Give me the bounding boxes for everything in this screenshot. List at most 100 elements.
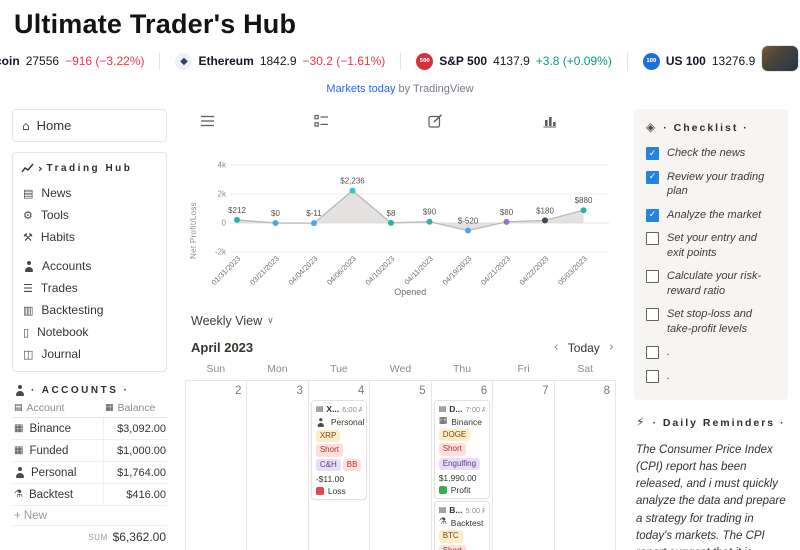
sum-label: SUM — [88, 532, 108, 542]
unchecked-checkbox[interactable] — [646, 346, 659, 360]
ticker-change: −30.2 (−1.61%) — [302, 54, 386, 68]
calendar-event[interactable]: ▤X...6:00 AM Personal XRPShortC&HBB-$11.00… — [310, 400, 368, 501]
ticker-price: 4137.9 — [493, 54, 530, 68]
ticker-item[interactable]: BBitcoin27556−916 (−3.22%) — [0, 53, 159, 70]
event-amount: $1,990.00 — [438, 472, 477, 483]
calendar-event[interactable]: ▤B...5:00 PM⚗BacktestBTCShortOrder Flow$… — [433, 501, 491, 550]
unchecked-checkbox[interactable] — [646, 308, 659, 322]
filter-button[interactable] — [307, 111, 335, 133]
calendar-cell[interactable]: 5 — [370, 381, 432, 550]
day-header: Fri — [517, 363, 530, 375]
checklist-item[interactable]: ✓ Review your trading plan — [646, 170, 776, 199]
sidebar-item-news[interactable]: ▤ News — [21, 182, 158, 204]
checked-checkbox[interactable]: ✓ — [646, 170, 659, 184]
backtesting-icon: ▥ — [23, 303, 34, 317]
calendar-cell[interactable]: 4 ▤X...6:00 AM Personal XRPShortC&HBB-$11.0… — [309, 381, 371, 550]
markets-today-link[interactable]: Markets today — [326, 83, 396, 95]
sidebar-item-notebook[interactable]: ▯ Notebook — [21, 321, 158, 343]
svg-text:$212: $212 — [228, 206, 246, 215]
calendar-date: 6 — [480, 385, 488, 397]
calendar-today-button[interactable]: Today — [567, 340, 600, 355]
calendar-cell[interactable]: 6 ▤D...7:00 AM▦BinanceDOGEShortEngulfing$… — [432, 381, 494, 550]
column-header-balance: ▦ Balance — [103, 402, 167, 414]
event-doc-icon: ▤ — [438, 505, 447, 515]
column-label: Balance — [117, 402, 156, 414]
calendar-date: 5 — [419, 385, 426, 397]
calendar-month-label: April 2023 — [191, 340, 254, 355]
view-selector[interactable]: Weekly View ∨ — [191, 310, 616, 332]
event-title: B... — [449, 505, 463, 516]
unchecked-checkbox[interactable] — [646, 232, 659, 246]
right-sidebar: ◈ · Checklist · ✓ Check the news ✓ Review y… — [634, 109, 788, 550]
add-account-button[interactable]: + New — [12, 506, 167, 526]
checklist-card: ◈ · Checklist · ✓ Check the news ✓ Review y… — [634, 109, 788, 401]
calendar-cell[interactable]: 7 — [493, 381, 555, 550]
bar-chart-button[interactable] — [536, 111, 564, 133]
sidebar-item-habits[interactable]: ⚒ Habits — [21, 226, 158, 248]
ticker-item[interactable]: 500 S&P 500 4137.9 +3.8 (+0.09%) — [400, 52, 627, 70]
table-row[interactable]: ▦ Binance $3,092.00 — [12, 418, 167, 440]
event-time: 5:00 PM — [465, 505, 486, 515]
svg-text:04/06/2023: 04/06/2023 — [325, 254, 358, 287]
checklist-label: Set your entry and exit points — [667, 232, 757, 259]
chevron-down-icon: ∨ — [267, 316, 274, 326]
checklist-items: ✓ Check the news ✓ Review your trading plan… — [646, 146, 776, 383]
avatar[interactable] — [762, 46, 798, 71]
sidebar-item-accounts[interactable]: Accounts — [21, 255, 158, 277]
table-row[interactable]: Personal $1,764.00 — [12, 462, 167, 484]
sidebar-item-journal[interactable]: ◫ Journal — [21, 343, 158, 365]
svg-text:$-11: $-11 — [306, 209, 322, 218]
calendar-cell[interactable]: 3 — [247, 381, 309, 550]
svg-text:$880: $880 — [575, 196, 593, 205]
reminders-icon: ⚡ — [636, 415, 647, 430]
compose-button[interactable] — [422, 111, 450, 133]
person-icon — [14, 467, 25, 478]
ticker-price: 1842.9 — [259, 54, 297, 68]
checklist-item[interactable]: Calculate your risk-reward ratio — [646, 269, 776, 298]
trades-icon: ☰ — [23, 281, 33, 295]
day-header: Thu — [453, 363, 472, 375]
sidebar-item-tools[interactable]: ⚙ Tools — [21, 204, 158, 226]
calendar-event[interactable]: ▤D...7:00 AM ▦Binance DOGEShortEngulfing$1… — [433, 400, 491, 500]
calendar-prev-button[interactable]: ‹ — [553, 340, 559, 355]
checklist-label: Analyze the market — [667, 208, 762, 221]
checklist-item[interactable]: . — [646, 345, 776, 360]
ticker-item[interactable]: ◆ Ethereum 1842.9 −30.2 (−1.61%) — [159, 52, 400, 70]
event-amount: -$11.00 — [315, 473, 345, 484]
notebook-icon: ▯ — [23, 325, 30, 339]
checklist-item[interactable]: Set your entry and exit points — [646, 231, 776, 260]
sidebar-item-trades[interactable]: ☰ Trades — [21, 277, 158, 299]
checklist-item[interactable]: ✓ Check the news — [646, 146, 776, 161]
accounts-section-header: · ACCOUNTS · — [14, 385, 167, 396]
checklist-icon: ◈ — [646, 120, 658, 134]
home-label: Home — [36, 118, 72, 133]
unchecked-checkbox[interactable] — [646, 270, 659, 284]
sidebar-item-backtesting[interactable]: ▥ Backtesting — [21, 299, 158, 321]
account-balance: $1,000.00 — [103, 440, 167, 461]
svg-text:04/10/2023: 04/10/2023 — [364, 254, 397, 287]
checked-checkbox[interactable]: ✓ — [646, 147, 659, 161]
svg-text:04/04/2023: 04/04/2023 — [287, 254, 320, 287]
reminders-header: ⚡ · Daily Reminders · — [636, 416, 786, 431]
checked-checkbox[interactable]: ✓ — [646, 208, 659, 222]
table-row[interactable]: ⚗ Backtest $416.00 — [12, 484, 167, 506]
main-panel: Net Profit/Loss 4k 2k 0 -2k $212 $0 $-11 $2,236… — [185, 109, 616, 550]
table-row[interactable]: ▦ Funded $1,000.00 — [12, 440, 167, 462]
calendar-date: 7 — [542, 385, 549, 397]
unchecked-checkbox[interactable] — [646, 369, 659, 383]
calendar-date: 3 — [296, 385, 303, 397]
calendar-cell[interactable]: 8 — [555, 381, 616, 550]
checklist-item[interactable]: ✓ Analyze the market — [646, 208, 776, 223]
calendar-list-button[interactable] — [193, 111, 221, 133]
trading-hub-header[interactable]: › Trading Hub — [21, 160, 158, 182]
checklist-label: Check the news — [667, 147, 746, 160]
calendar-next-button[interactable]: › — [608, 340, 614, 355]
sidebar-item-home[interactable]: ⌂ Home — [12, 109, 167, 142]
account-name: Backtest — [28, 488, 74, 501]
calendar-cell[interactable]: 2 — [186, 381, 248, 550]
checklist-item[interactable]: Set stop-loss and take-profit levels — [646, 307, 776, 336]
accounts-table-body: ▦ Binance $3,092.00 ▦ Funded $1,000.00 Persona… — [12, 418, 167, 506]
checklist-item[interactable]: . — [646, 369, 776, 384]
svg-text:05/03/2023: 05/03/2023 — [556, 254, 589, 287]
